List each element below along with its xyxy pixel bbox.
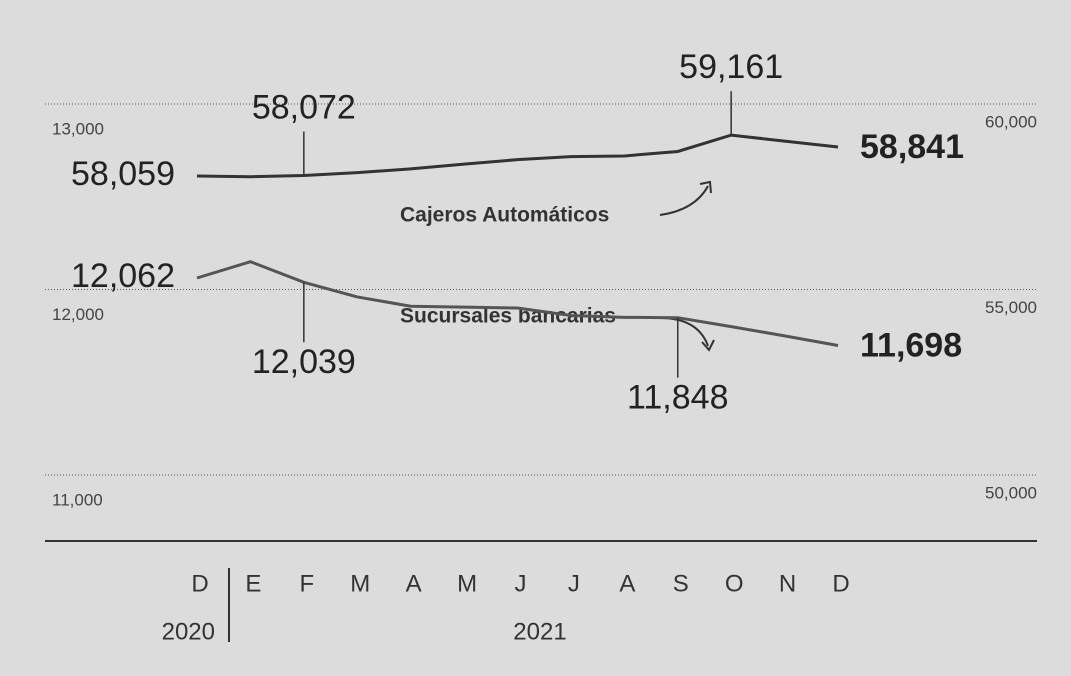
series-line: [196, 133, 839, 179]
value-label: 12,039: [252, 343, 356, 381]
x-tick-label: M: [350, 570, 370, 597]
x-tick-label: N: [779, 570, 796, 597]
x-tick-label: D: [832, 570, 849, 597]
y2-tick-label: 60,000: [985, 112, 1037, 131]
series-label: Cajeros Automáticos: [400, 204, 609, 227]
value-label: 12,062: [71, 257, 175, 295]
x-tick-label: O: [725, 570, 744, 597]
y-tick-label: 13,000: [52, 119, 104, 138]
year-label: 2020: [162, 618, 215, 645]
y2-tick-label: 50,000: [985, 483, 1037, 502]
value-label: 59,161: [679, 48, 783, 86]
x-tick-label: F: [299, 570, 314, 597]
value-label: 11,698: [860, 327, 962, 365]
value-label: 58,841: [860, 128, 964, 166]
x-tick-label: M: [457, 570, 477, 597]
x-tick-label: J: [568, 570, 580, 597]
x-tick-label: A: [619, 570, 635, 597]
x-tick-label: A: [406, 570, 422, 597]
value-label: 11,848: [627, 379, 728, 417]
x-tick-label: J: [515, 570, 527, 597]
series-label: Sucursales bancarias: [400, 305, 616, 328]
value-label: 58,059: [71, 155, 175, 193]
x-tick-label: D: [191, 570, 208, 597]
year-label: 2021: [513, 618, 566, 645]
y-tick-label: 12,000: [52, 305, 104, 324]
arrow-head: [699, 180, 712, 194]
x-tick-label: S: [673, 570, 689, 597]
arrow-head: [701, 339, 715, 352]
x-tick-label: E: [245, 570, 261, 597]
y-tick-label: 11,000: [52, 490, 103, 509]
arrow: [659, 185, 709, 216]
value-label: 58,072: [252, 89, 356, 127]
y2-tick-label: 55,000: [985, 298, 1037, 317]
